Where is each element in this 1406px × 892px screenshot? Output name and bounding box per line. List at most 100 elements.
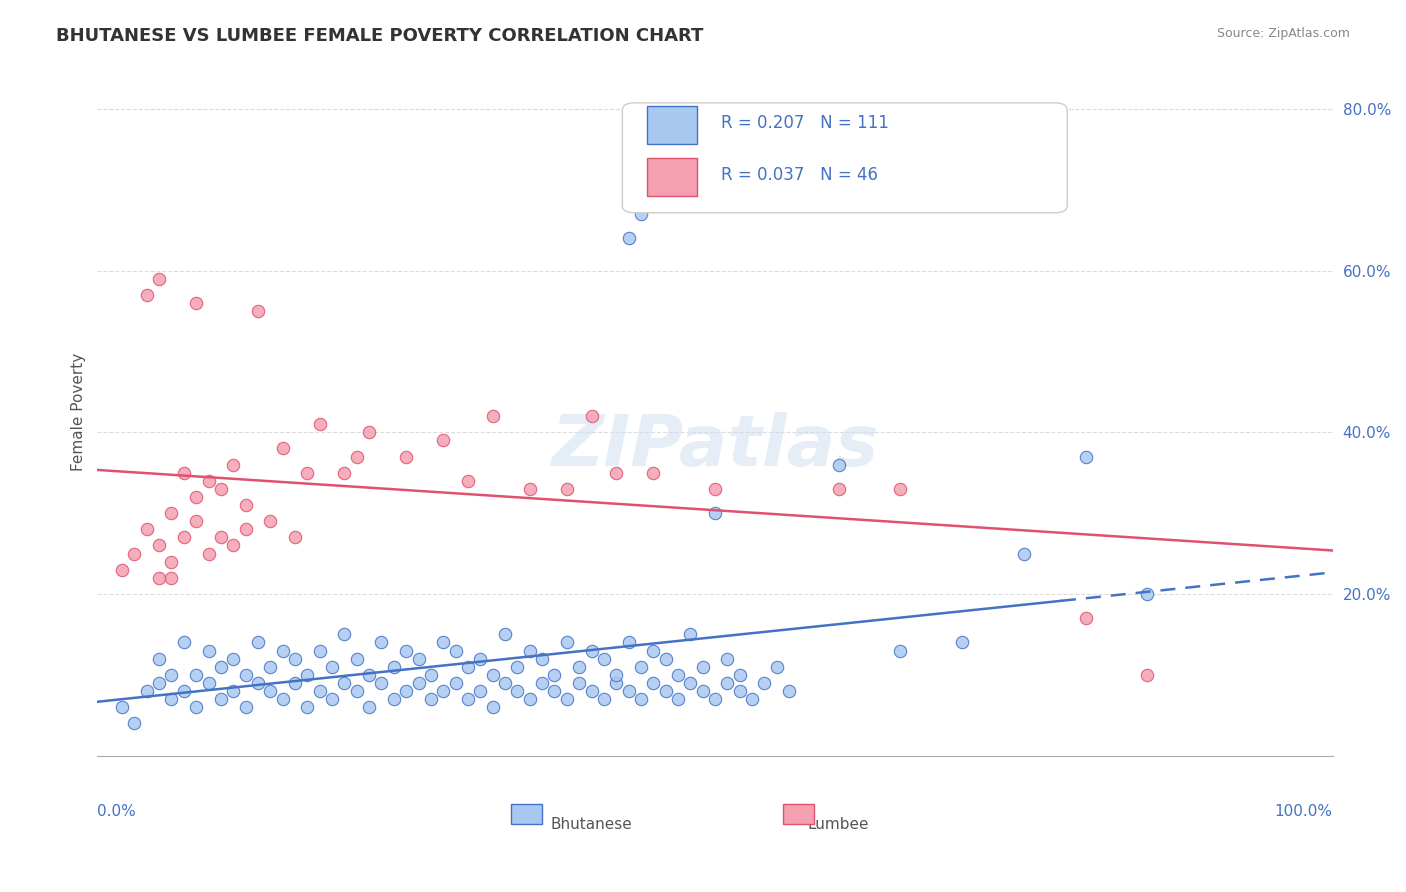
Point <box>741 692 763 706</box>
Point <box>111 700 134 714</box>
Point <box>543 684 565 698</box>
Point <box>148 538 170 552</box>
Point <box>271 442 294 456</box>
Point <box>470 651 492 665</box>
Point <box>555 692 578 706</box>
Point <box>692 684 714 698</box>
Point <box>889 482 911 496</box>
Point <box>346 651 368 665</box>
Point <box>359 700 381 714</box>
Point <box>346 450 368 464</box>
FancyBboxPatch shape <box>647 106 696 145</box>
Point <box>197 643 219 657</box>
Point <box>333 627 356 641</box>
Point <box>605 676 627 690</box>
Point <box>346 684 368 698</box>
Point <box>481 667 503 681</box>
Point <box>222 684 245 698</box>
Point <box>666 692 689 706</box>
Point <box>124 547 146 561</box>
Point <box>950 635 973 649</box>
Point <box>235 700 257 714</box>
Point <box>160 692 183 706</box>
Point <box>617 635 640 649</box>
Point <box>704 506 727 520</box>
Point <box>543 667 565 681</box>
Point <box>197 547 219 561</box>
Text: Bhutanese: Bhutanese <box>551 817 633 832</box>
Point <box>827 458 849 472</box>
Point <box>222 458 245 472</box>
Point <box>321 692 343 706</box>
Point <box>235 522 257 536</box>
Point <box>222 538 245 552</box>
Point <box>284 676 307 690</box>
Point <box>679 676 702 690</box>
Text: BHUTANESE VS LUMBEE FEMALE POVERTY CORRELATION CHART: BHUTANESE VS LUMBEE FEMALE POVERTY CORRE… <box>56 27 703 45</box>
Point <box>630 659 652 673</box>
Point <box>408 676 430 690</box>
Point <box>481 409 503 423</box>
Point <box>581 409 603 423</box>
Point <box>246 635 269 649</box>
Point <box>617 684 640 698</box>
Point <box>481 700 503 714</box>
Point <box>209 659 232 673</box>
Point <box>432 635 454 649</box>
Point <box>592 651 614 665</box>
Point <box>135 684 157 698</box>
Point <box>766 659 789 673</box>
Point <box>419 692 441 706</box>
Point <box>444 643 467 657</box>
Point <box>531 676 554 690</box>
Point <box>333 676 356 690</box>
Text: ZIPatlas: ZIPatlas <box>551 412 879 481</box>
FancyBboxPatch shape <box>512 804 543 824</box>
Point <box>209 692 232 706</box>
Point <box>408 651 430 665</box>
Point <box>457 659 479 673</box>
Point <box>643 643 665 657</box>
Point <box>209 482 232 496</box>
Point <box>630 207 652 221</box>
Point <box>630 692 652 706</box>
Point <box>124 716 146 731</box>
FancyBboxPatch shape <box>623 103 1067 213</box>
Text: Source: ZipAtlas.com: Source: ZipAtlas.com <box>1216 27 1350 40</box>
Point <box>728 684 751 698</box>
Point <box>1074 611 1097 625</box>
Point <box>592 692 614 706</box>
Point <box>259 514 281 528</box>
Point <box>135 288 157 302</box>
Point <box>555 482 578 496</box>
Point <box>186 700 208 714</box>
Point <box>173 530 195 544</box>
Point <box>246 676 269 690</box>
Text: R = 0.037   N = 46: R = 0.037 N = 46 <box>721 166 879 184</box>
Point <box>654 684 676 698</box>
Text: Lumbee: Lumbee <box>808 817 869 832</box>
Point <box>654 651 676 665</box>
Point <box>643 676 665 690</box>
Point <box>531 651 554 665</box>
Point <box>778 684 800 698</box>
Point <box>173 466 195 480</box>
Point <box>1136 667 1159 681</box>
Point <box>1074 450 1097 464</box>
Point <box>643 466 665 480</box>
Point <box>666 667 689 681</box>
Point <box>259 659 281 673</box>
Point <box>259 684 281 698</box>
Point <box>457 692 479 706</box>
Point <box>297 700 319 714</box>
Point <box>617 231 640 245</box>
Point <box>494 676 516 690</box>
Point <box>457 474 479 488</box>
Point <box>827 482 849 496</box>
Point <box>197 676 219 690</box>
Point <box>494 627 516 641</box>
Point <box>470 684 492 698</box>
Point <box>186 514 208 528</box>
Point <box>506 684 529 698</box>
Point <box>111 563 134 577</box>
